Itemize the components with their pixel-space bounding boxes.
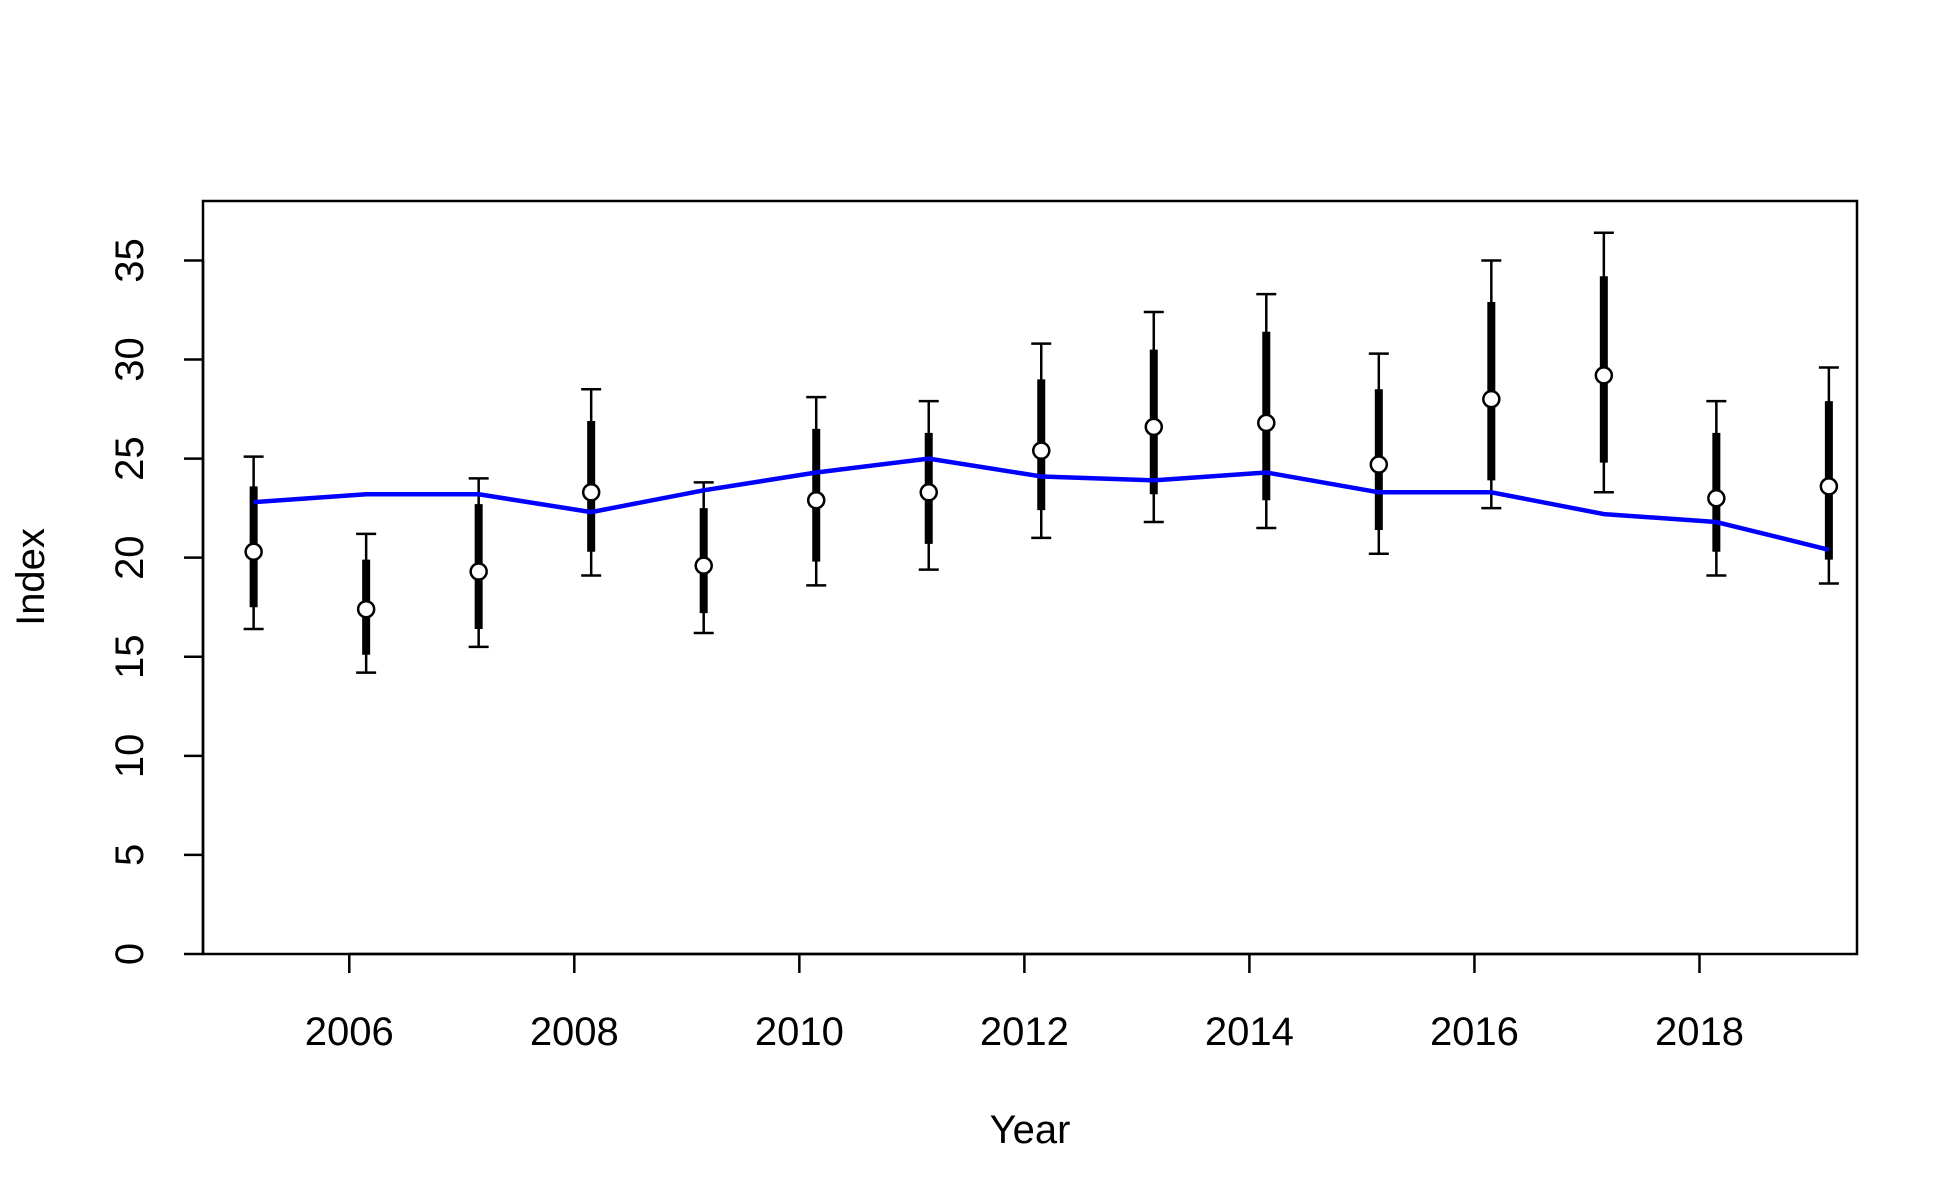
y-tick-label: 20 (108, 535, 152, 580)
observed-point (1482, 389, 1501, 409)
error-bar (1481, 259, 1502, 510)
x-tick-label: 2006 (305, 1010, 394, 1054)
observed-point (244, 542, 263, 561)
observed-point (1707, 488, 1726, 508)
y-tick-label: 30 (108, 337, 152, 382)
observed-point (356, 599, 376, 619)
error-bar (1031, 342, 1052, 540)
error-bar (1706, 399, 1727, 577)
x-tick-label: 2016 (1430, 1010, 1519, 1054)
fitted-line (253, 456, 1830, 552)
x-tick-label: 2012 (980, 1010, 1069, 1054)
observed-point (1594, 366, 1614, 385)
x-axis: 2006 2008 2010 2012 2014 2016 2018 (305, 952, 1744, 1054)
observed-point (1819, 477, 1839, 496)
observed-point (1257, 413, 1276, 433)
error-bar (1818, 366, 1839, 585)
fitted-line-layer (253, 456, 1830, 552)
y-tick-label: 35 (108, 238, 152, 283)
observed-point (919, 483, 938, 502)
x-tick-label: 2014 (1205, 1010, 1294, 1054)
y-tick-label: 5 (108, 844, 152, 866)
y-tick-label: 10 (108, 734, 152, 779)
y-axis-title: Index (9, 528, 53, 626)
x-axis-title: Year (990, 1108, 1071, 1152)
x-tick-label: 2010 (755, 1010, 844, 1054)
observed-point (1144, 417, 1164, 437)
x-tick-label: 2008 (530, 1010, 619, 1054)
y-tick-label: 0 (108, 943, 152, 965)
error-bar (1593, 231, 1614, 494)
error-bar (1368, 352, 1389, 555)
observed-point (1369, 455, 1389, 474)
error-bar (581, 388, 602, 577)
y-tick-label: 15 (108, 635, 152, 680)
y-tick-label: 25 (108, 436, 152, 481)
observed-points (244, 366, 1839, 619)
observed-point (694, 556, 713, 575)
observed-point (806, 490, 826, 510)
observed-point (581, 483, 601, 502)
error-bar (1256, 292, 1277, 530)
observed-point (1032, 441, 1051, 460)
error-bar (1143, 310, 1164, 524)
observed-point (469, 562, 488, 581)
x-tick-label: 2018 (1655, 1010, 1744, 1054)
y-axis: 0 5 10 15 20 25 30 35 (108, 238, 205, 965)
plot-frame (201, 199, 1859, 956)
